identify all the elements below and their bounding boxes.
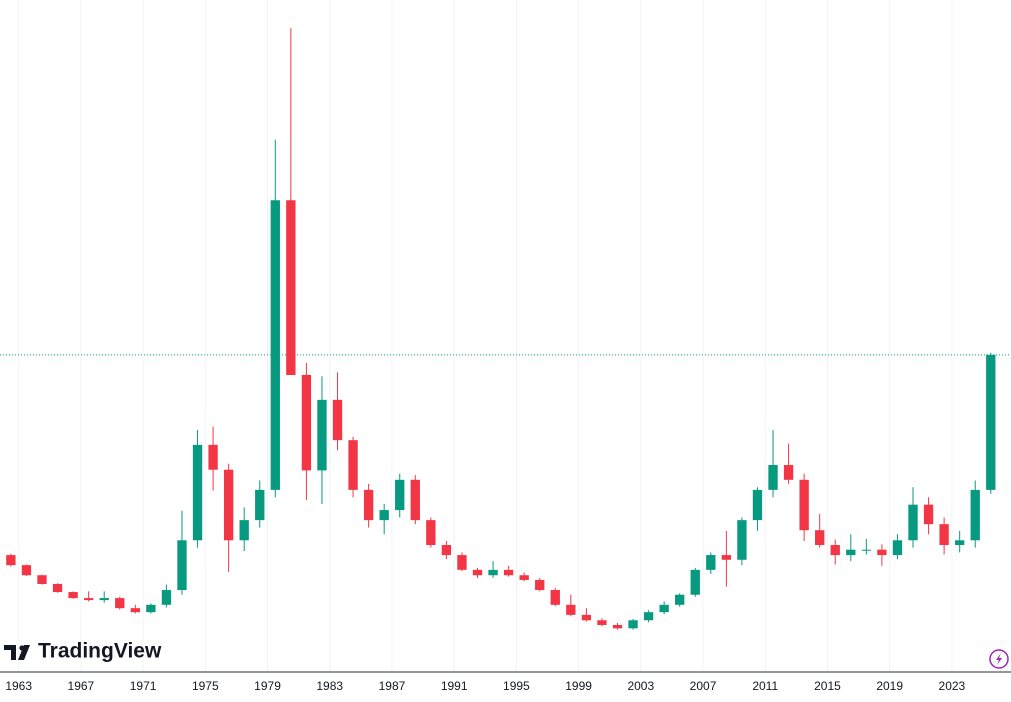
candle-body (177, 540, 187, 591)
candle-body (115, 598, 125, 609)
logo-mark (4, 645, 30, 660)
x-tick-label: 1999 (565, 679, 592, 693)
candle-body (799, 479, 809, 531)
candle-body (286, 200, 296, 375)
candle-body (737, 520, 747, 560)
candle-body (6, 555, 16, 566)
x-tick-label: 2007 (690, 679, 717, 693)
candle-body (986, 354, 996, 490)
tradingview-logo: TradingView (4, 640, 162, 663)
candle-body (752, 489, 763, 521)
candle-body (379, 510, 389, 521)
candle-body (846, 549, 856, 556)
candle-body (223, 469, 234, 541)
candle-body (815, 530, 825, 545)
logo-dot (19, 645, 25, 651)
candle-body (441, 544, 452, 556)
candle-body (923, 504, 934, 525)
candle-body (192, 444, 203, 541)
candle-body (239, 520, 249, 541)
candle-body (348, 440, 358, 490)
x-tick-label: 2011 (752, 679, 778, 693)
candle-body (612, 624, 623, 629)
candle-body (597, 620, 607, 625)
candle-body (877, 549, 887, 556)
x-tick-label: 1983 (316, 679, 343, 693)
candle-body (706, 555, 716, 570)
candle-body (130, 608, 140, 613)
candle-body (643, 612, 654, 621)
candle-body (395, 479, 405, 511)
candle-body (37, 575, 47, 584)
candle-body (457, 555, 467, 570)
candle-body (410, 479, 420, 521)
candle-body (861, 549, 872, 551)
candle-body (519, 575, 529, 580)
candle-body (690, 569, 700, 595)
candle-body (659, 604, 669, 613)
candle-body (426, 520, 436, 545)
x-tick-label: 2019 (876, 679, 903, 693)
candle-body (472, 569, 483, 576)
x-tick-label: 1967 (68, 679, 95, 693)
candle-body (270, 200, 280, 490)
candle-body (892, 540, 903, 556)
candle-body (208, 444, 218, 470)
candle-body (581, 614, 592, 621)
lightning-button[interactable] (989, 649, 1009, 669)
candle-body (83, 598, 94, 601)
x-tick-label: 1963 (5, 679, 32, 693)
candle-body (317, 399, 327, 471)
candle-body (768, 465, 778, 490)
watermark: TradingView (38, 640, 162, 663)
candle-body (675, 594, 685, 605)
x-tick-label: 1995 (503, 679, 530, 693)
candle-body (52, 583, 63, 593)
candle-body (939, 524, 949, 545)
candle-body (550, 590, 560, 605)
candle-body (628, 620, 638, 629)
candle-body (363, 489, 374, 521)
candle-body (535, 579, 545, 591)
x-tick-label: 1975 (192, 679, 219, 693)
candle-body (255, 489, 265, 521)
candle-body (488, 569, 498, 576)
candle-body (161, 590, 172, 605)
candle-body (99, 598, 109, 601)
candle-body (332, 399, 343, 441)
x-tick-label: 1987 (379, 679, 406, 693)
x-tick-label: 1971 (130, 679, 157, 693)
candle-body (301, 374, 312, 471)
x-tick-label: 1991 (441, 679, 468, 693)
candle-body (21, 565, 32, 576)
candle-body (146, 604, 156, 613)
candle-body (955, 540, 965, 545)
candle-body (970, 489, 980, 541)
candle-body (908, 504, 918, 541)
candle-body (830, 544, 840, 556)
candle-body (566, 604, 576, 615)
candle-body (503, 569, 514, 576)
candle-body (68, 592, 78, 599)
x-tick-label: 2015 (814, 679, 841, 693)
x-tick-label: 2003 (627, 679, 654, 693)
lightning-icon[interactable] (996, 653, 1002, 665)
candle-body (783, 465, 794, 480)
x-tick-label: 1979 (254, 679, 281, 693)
x-tick-label: 2023 (939, 679, 966, 693)
candle-body (721, 555, 732, 560)
